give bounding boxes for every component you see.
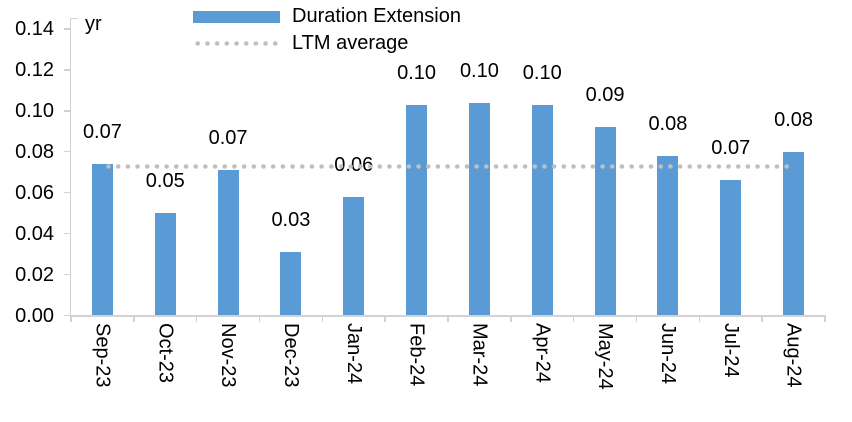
- y-tick-mark: [64, 69, 70, 71]
- x-tick-mark: [70, 316, 72, 322]
- y-axis-unit-label: yr: [85, 13, 102, 35]
- bar: [406, 104, 428, 316]
- y-tick-label: 0.06: [15, 181, 54, 204]
- x-tick-label: Jun-24: [656, 323, 679, 385]
- legend-item-ltm-average: LTM average: [193, 30, 461, 57]
- y-tick-mark: [64, 314, 70, 317]
- y-tick-mark: [64, 192, 70, 194]
- legend-bar-swatch-icon: [193, 10, 280, 23]
- bar-value-label: 0.07: [82, 121, 122, 144]
- bar: [720, 180, 742, 316]
- x-tick-mark: [195, 316, 198, 322]
- legend: Duration Extension LTM average: [193, 3, 461, 57]
- x-tick-label: Sep-23: [91, 323, 114, 388]
- bar: [468, 102, 490, 316]
- legend-line-label: LTM average: [292, 32, 409, 54]
- y-tick-label: 0.04: [15, 222, 54, 245]
- y-tick-label: 0.00: [15, 304, 54, 327]
- x-tick-mark: [572, 316, 575, 322]
- y-tick-mark: [64, 28, 70, 30]
- y-tick-label: 0.14: [15, 18, 54, 40]
- y-axis-line: [69, 18, 71, 316]
- x-tick-label: Jan-24: [342, 323, 365, 385]
- x-tick-mark: [133, 316, 135, 322]
- y-tick-label: 0.12: [15, 58, 54, 81]
- y-tick-label: 0.08: [15, 140, 54, 163]
- y-tick-mark: [64, 151, 70, 153]
- x-tick-label: Oct-23: [154, 323, 177, 384]
- bar: [217, 170, 239, 316]
- x-tick-label: Apr-24: [531, 323, 554, 384]
- x-tick-label: Jul-24: [719, 323, 742, 378]
- bar: [154, 213, 176, 316]
- legend-item-duration-extension: Duration Extension: [193, 3, 461, 30]
- bar-value-label: 0.07: [711, 137, 751, 160]
- x-tick-mark: [321, 316, 324, 322]
- bar-value-label: 0.10: [459, 59, 499, 82]
- x-tick-mark: [510, 316, 512, 322]
- x-tick-mark: [258, 316, 261, 322]
- bar-value-label: 0.10: [397, 61, 437, 84]
- x-tick-label: Mar-24: [468, 323, 491, 387]
- x-tick-mark: [761, 316, 763, 322]
- bar-value-label: 0.10: [522, 61, 562, 84]
- x-tick-mark: [384, 316, 386, 322]
- x-tick-label: Aug-24: [782, 323, 805, 388]
- x-axis-line: [70, 314, 826, 317]
- bar: [91, 164, 113, 316]
- y-tick-mark: [64, 110, 70, 112]
- x-tick-mark: [447, 316, 449, 322]
- x-tick-label: Feb-24: [405, 323, 428, 387]
- y-tick-mark: [64, 232, 70, 235]
- bar-value-label: 0.08: [648, 112, 688, 135]
- bar-value-label: 0.03: [271, 209, 311, 232]
- x-tick-mark: [824, 316, 826, 322]
- bar: [531, 104, 553, 316]
- x-tick-mark: [635, 316, 638, 322]
- bar: [657, 155, 679, 316]
- bar-value-label: 0.05: [145, 170, 185, 193]
- ltm-average-line: [102, 163, 794, 169]
- bar-value-label: 0.09: [585, 84, 625, 107]
- y-axis-top-tick: [70, 18, 78, 20]
- bar: [280, 252, 302, 316]
- y-tick-label: 0.02: [15, 263, 54, 286]
- legend-bar-label: Duration Extension: [292, 5, 461, 27]
- x-tick-mark: [698, 316, 701, 322]
- bar-value-label: 0.08: [774, 108, 814, 131]
- x-tick-label: Nov-23: [217, 323, 240, 388]
- bar-value-label: 0.07: [208, 127, 248, 150]
- bar: [594, 127, 616, 316]
- bar: [343, 196, 365, 316]
- legend-dotted-line-swatch-icon: [193, 41, 280, 46]
- bar: [783, 151, 805, 316]
- x-tick-label: Dec-23: [279, 323, 302, 388]
- x-tick-label: May-24: [594, 323, 617, 390]
- y-tick-mark: [64, 273, 70, 276]
- y-tick-label: 0.10: [15, 99, 54, 122]
